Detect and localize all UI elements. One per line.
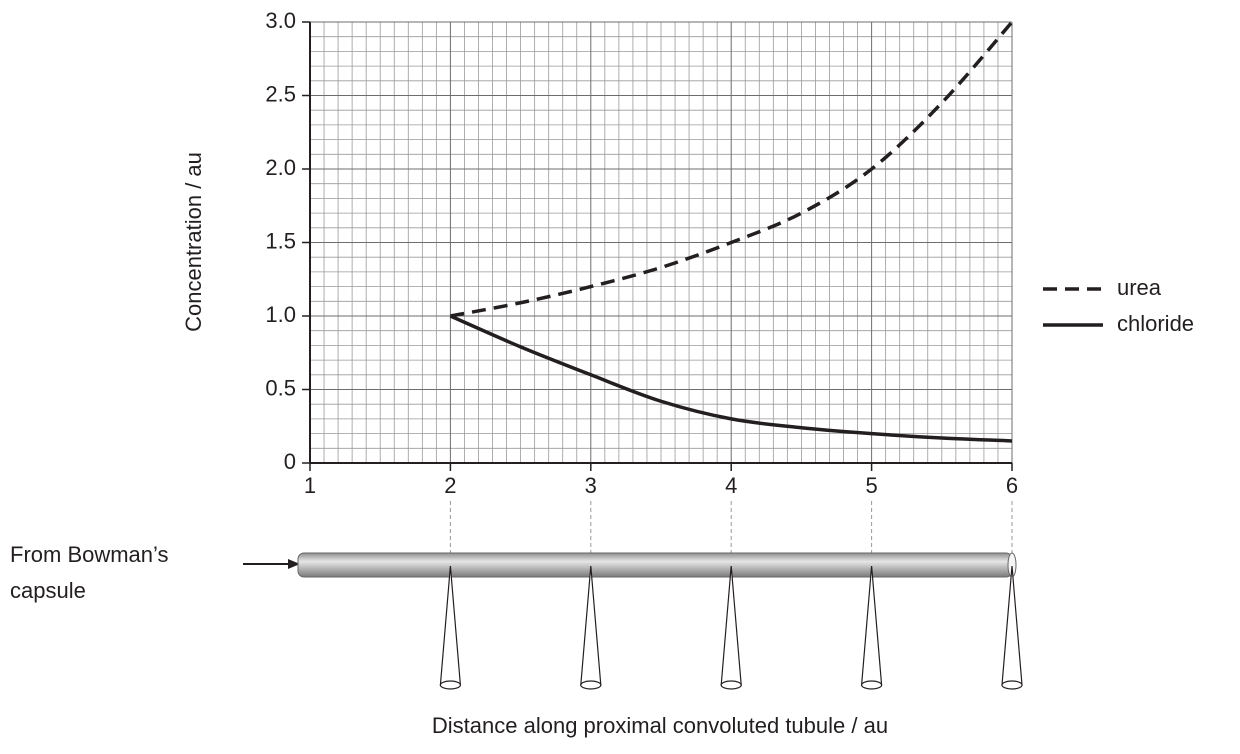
cone-base [580,680,602,690]
series-line [449,314,1013,443]
cone-base [860,680,883,690]
cone-base [1001,680,1023,690]
x-tick-label: 1 [304,473,316,498]
cone [580,565,602,686]
arrow-head [288,559,300,569]
y-tick-label: 2.0 [265,155,296,180]
annotation: capsule [10,578,86,603]
cone-base [720,680,742,690]
x-tick-label: 5 [865,473,877,498]
tubule [297,552,1013,578]
y-tick-label: 2.5 [265,81,296,106]
cone [439,565,462,686]
annotation: From Bowman’s [10,542,169,567]
legend-label: urea [1117,275,1162,300]
cone [1001,565,1023,686]
y-axis-label: Concentration / au [181,152,206,332]
cone-base [439,680,461,690]
y-tick-label: 3.0 [265,8,296,33]
cone [860,565,883,686]
y-tick-label: 1.5 [265,228,296,253]
series-line [450,20,1014,318]
y-tick-label: 1.0 [265,302,296,327]
x-tick-label: 2 [444,473,456,498]
x-tick-label: 4 [725,473,737,498]
cone [720,565,742,686]
x-axis-label: Distance along proximal convoluted tubul… [432,713,888,738]
y-tick-label: 0 [284,449,296,474]
y-tick-label: 0.5 [265,375,296,400]
legend-label: chloride [1117,311,1194,336]
x-tick-label: 6 [1006,473,1018,498]
x-tick-label: 3 [585,473,597,498]
